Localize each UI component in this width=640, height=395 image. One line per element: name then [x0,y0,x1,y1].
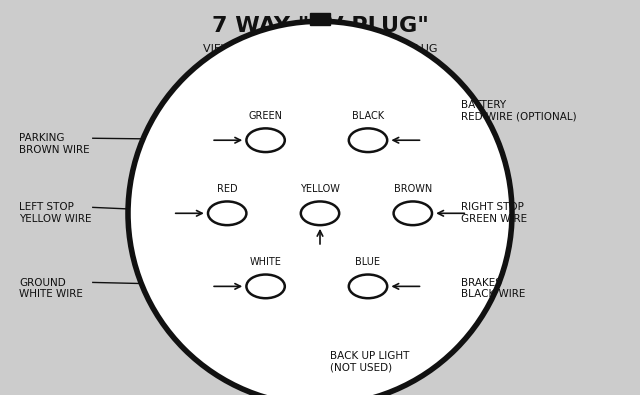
Text: YELLOW: YELLOW [300,184,340,194]
Ellipse shape [128,21,512,395]
Text: RED: RED [217,184,237,194]
Text: BRAKES
BLACK WIRE: BRAKES BLACK WIRE [461,278,525,299]
Text: BLUE: BLUE [355,258,381,267]
Text: GROUND
WHITE WIRE: GROUND WHITE WIRE [19,278,83,299]
Bar [310,13,330,25]
Text: BATTERY
RED WIRE (OPTIONAL): BATTERY RED WIRE (OPTIONAL) [461,100,577,121]
Text: BLACK: BLACK [352,111,384,121]
Text: VIEW LOOKING AT BACK OF TRAILER PLUG: VIEW LOOKING AT BACK OF TRAILER PLUG [203,44,437,55]
Text: PARKING
BROWN WIRE: PARKING BROWN WIRE [19,134,90,155]
Text: GREEN: GREEN [248,111,283,121]
Circle shape [301,201,339,225]
Circle shape [394,201,432,225]
Circle shape [208,201,246,225]
Text: LEFT STOP
YELLOW WIRE: LEFT STOP YELLOW WIRE [19,203,92,224]
Circle shape [246,128,285,152]
Circle shape [349,275,387,298]
Circle shape [349,128,387,152]
Text: BROWN: BROWN [394,184,432,194]
Circle shape [246,275,285,298]
Text: WHITE: WHITE [250,258,282,267]
Text: BACK UP LIGHT
(NOT USED): BACK UP LIGHT (NOT USED) [330,351,409,372]
Text: RIGHT STOP
GREEN WIRE: RIGHT STOP GREEN WIRE [461,203,527,224]
Text: 7 WAY "RV PLUG": 7 WAY "RV PLUG" [212,16,428,36]
